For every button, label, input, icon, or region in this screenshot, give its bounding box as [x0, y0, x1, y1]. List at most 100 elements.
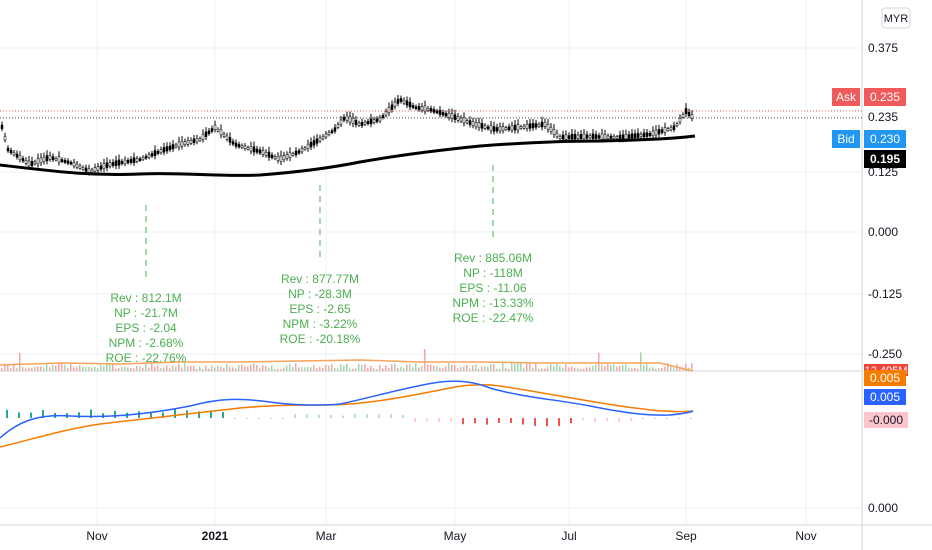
volume-bar: [19, 352, 21, 371]
macd-histogram-bar: [642, 418, 644, 419]
volume-bar: [457, 368, 459, 371]
volume-bar: [133, 368, 135, 371]
volume-bar: [88, 366, 90, 371]
volume-bar: [271, 365, 273, 371]
macd-histogram: [6, 409, 692, 427]
volume-bar: [397, 367, 399, 371]
horizontal-gridlines: [0, 47, 862, 509]
candle-body: [672, 125, 676, 130]
candle-body: [168, 145, 172, 151]
candle-body: [111, 162, 115, 166]
volume-bar: [259, 367, 261, 371]
volume-bar: [496, 368, 498, 371]
candle-body: [210, 128, 214, 132]
volume-bar: [349, 368, 351, 371]
volume-bar: [22, 367, 24, 371]
candle-body: [378, 117, 382, 122]
candle-body: [72, 162, 76, 167]
volume-bar: [439, 367, 441, 371]
macd-histogram-bar: [570, 418, 572, 424]
macd-histogram-bar: [606, 418, 608, 422]
candle-body: [675, 123, 679, 127]
macd-histogram-bar: [630, 418, 632, 422]
volume-bar: [139, 366, 141, 371]
volume-bar: [673, 368, 675, 371]
volume-bar: [550, 364, 552, 371]
candle-body: [300, 148, 304, 153]
candle-body: [333, 127, 337, 132]
candle-body: [132, 157, 136, 163]
macd-histogram-bar: [198, 411, 200, 418]
candle-body: [198, 138, 202, 141]
volume-bar: [580, 368, 582, 371]
volume-bar: [226, 364, 228, 371]
volume-bar: [307, 366, 309, 371]
macd-orange-tag: 0.005: [864, 370, 906, 386]
macd-histogram-bar: [498, 418, 500, 423]
volume-bar: [328, 365, 330, 371]
macd-histogram-bar: [666, 418, 668, 419]
volume-bar: [94, 366, 96, 371]
candle-body: [501, 126, 505, 131]
volume-bar: [364, 364, 366, 371]
volume-bar: [274, 368, 276, 371]
volume-bar: [277, 368, 279, 371]
candle-body: [351, 117, 355, 124]
candle-body: [636, 132, 640, 139]
candle-body: [141, 157, 145, 160]
candle-body: [315, 138, 319, 144]
volume-bar: [280, 368, 282, 371]
volume-bar: [142, 367, 144, 371]
macd-histogram-bar: [234, 418, 236, 419]
candle-body: [462, 117, 466, 124]
macd-histogram-bar: [378, 414, 380, 418]
candle-body: [312, 140, 316, 146]
currency-button[interactable]: MYR: [881, 7, 911, 29]
candle-body: [63, 159, 67, 163]
volume-bar: [124, 366, 126, 371]
volume-bar: [619, 366, 621, 371]
volume-bar: [415, 363, 417, 371]
candle-body: [645, 132, 649, 137]
volume-bar: [448, 363, 450, 371]
candle-body: [99, 165, 103, 170]
volume-bar: [634, 367, 636, 371]
volume-bar: [418, 367, 420, 371]
volume-bar: [409, 364, 411, 371]
macd-histogram-bar: [90, 409, 92, 418]
volume-bar: [451, 364, 453, 371]
candle-body: [39, 157, 43, 164]
volume-bar: [628, 367, 630, 371]
candle-body: [642, 132, 646, 138]
volume-bar: [175, 366, 177, 371]
candle-body: [153, 150, 157, 156]
volume-bar: [220, 366, 222, 371]
candle-body: [468, 120, 472, 125]
macd-histogram-bar: [426, 418, 428, 422]
volume-bar: [172, 365, 174, 371]
volume-bar: [346, 363, 348, 371]
candle-body: [564, 134, 568, 140]
candle-body: [618, 134, 622, 140]
candle-body: [33, 161, 37, 165]
volume-bar: [13, 363, 15, 371]
volume-bar: [472, 365, 474, 371]
volume-bar: [238, 364, 240, 371]
candle-body: [423, 105, 427, 112]
candle-body: [309, 141, 313, 148]
candle-body: [381, 115, 385, 119]
candle-body: [135, 158, 139, 162]
candle-body: [69, 161, 73, 165]
candle-body: [81, 167, 85, 170]
volume-bar: [367, 368, 369, 371]
x-tick-1: 2021: [202, 529, 229, 543]
volume-bar: [343, 365, 345, 371]
volume-bar: [91, 367, 93, 371]
y-tick-5: -0.250: [868, 347, 902, 361]
volume-bar: [250, 364, 252, 371]
bid-label: Bid: [837, 132, 854, 146]
candle-body: [270, 154, 274, 158]
y-tick-3: 0.000: [868, 225, 898, 239]
candle-body: [585, 134, 589, 139]
volume-bar: [73, 367, 75, 371]
